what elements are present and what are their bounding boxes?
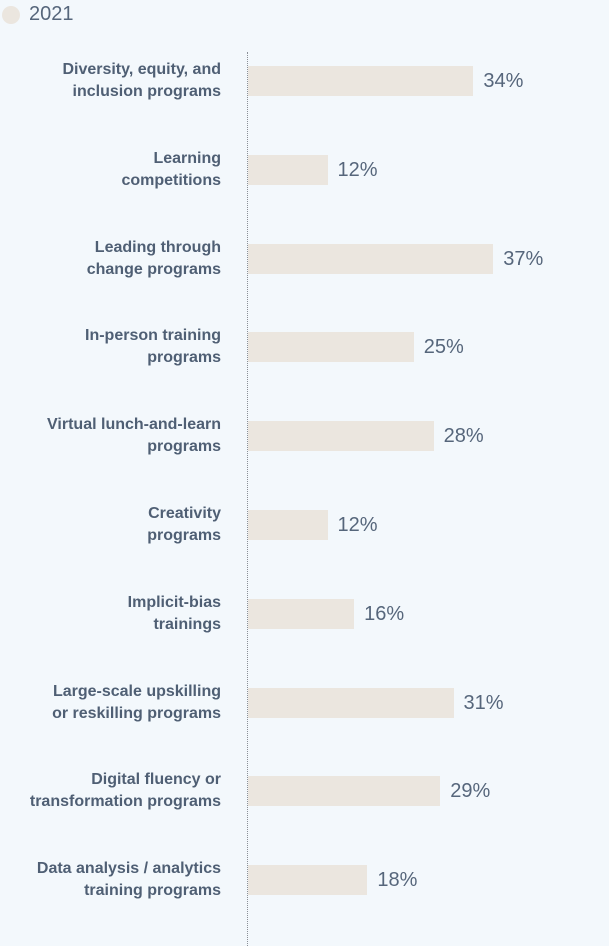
bar [248,598,355,629]
category-label: Virtual lunch-and-learn programs [0,414,221,458]
category-label-line: inclusion programs [72,83,221,100]
category-label-line: Data analysis / analytics [36,860,221,878]
category-label: Leading through change programs [0,237,221,281]
category-label-line: trainings [153,615,221,633]
category-label-line: Leading through [94,238,221,256]
category-label-line: In-person training [85,327,221,345]
data-label: 16% [364,602,405,625]
category-label-line: competitions [121,171,221,189]
data-label: 12% [337,514,378,536]
category-label: Implicit-bias trainings [0,592,221,636]
data-label: 28% [443,425,484,448]
category-label: Large-scale upskilling or reskilling prog… [0,681,221,725]
category-label-line: Virtual lunch-and-learn [47,416,221,434]
data-label: 25% [423,336,464,359]
category-label-line: programs [147,349,221,367]
category-label: Diversity, equity, and inclusion programs [0,59,221,103]
category-label: Data analysis / analytics training progra… [0,858,221,902]
category-label-line: Large-scale upskilling [52,682,221,700]
category-label-line: Implicit-bias [127,593,221,611]
data-label: 18% [377,869,418,892]
category-label: In-person training programs [0,325,221,369]
category-label-line: Digital fluency or [91,771,221,789]
data-label: 29% [450,780,491,803]
bar [248,687,454,718]
category-label-line: Diversity, equity, and [62,61,221,78]
bar [248,66,474,96]
data-label: 12% [337,158,378,181]
category-label-line: programs [147,438,221,456]
category-label-line: Learning [153,149,221,167]
legend-swatch [2,5,20,24]
category-label: Creativity programs [0,503,221,547]
category-label-line: training programs [84,882,221,900]
category-label-line: programs [147,527,221,544]
category-axis-line [247,52,248,946]
category-label: Digital fluency or transformation program… [0,769,221,813]
legend: 2021 [2,3,74,26]
category-label-line: change programs [86,260,221,278]
bar [248,154,328,185]
bar [248,865,368,896]
data-label: 34% [483,70,524,92]
bar [248,421,434,452]
data-label: 37% [503,247,544,270]
category-label-line: transformation programs [29,793,221,811]
legend-label: 2021 [29,3,74,25]
bar [248,776,441,807]
bar [248,510,328,540]
category-label-line: Creativity [148,505,221,522]
bar [248,332,414,363]
category-label: Learning competitions [0,148,221,192]
data-label: 31% [463,691,504,714]
category-label-line: or reskilling programs [52,704,221,722]
bar [248,243,494,274]
